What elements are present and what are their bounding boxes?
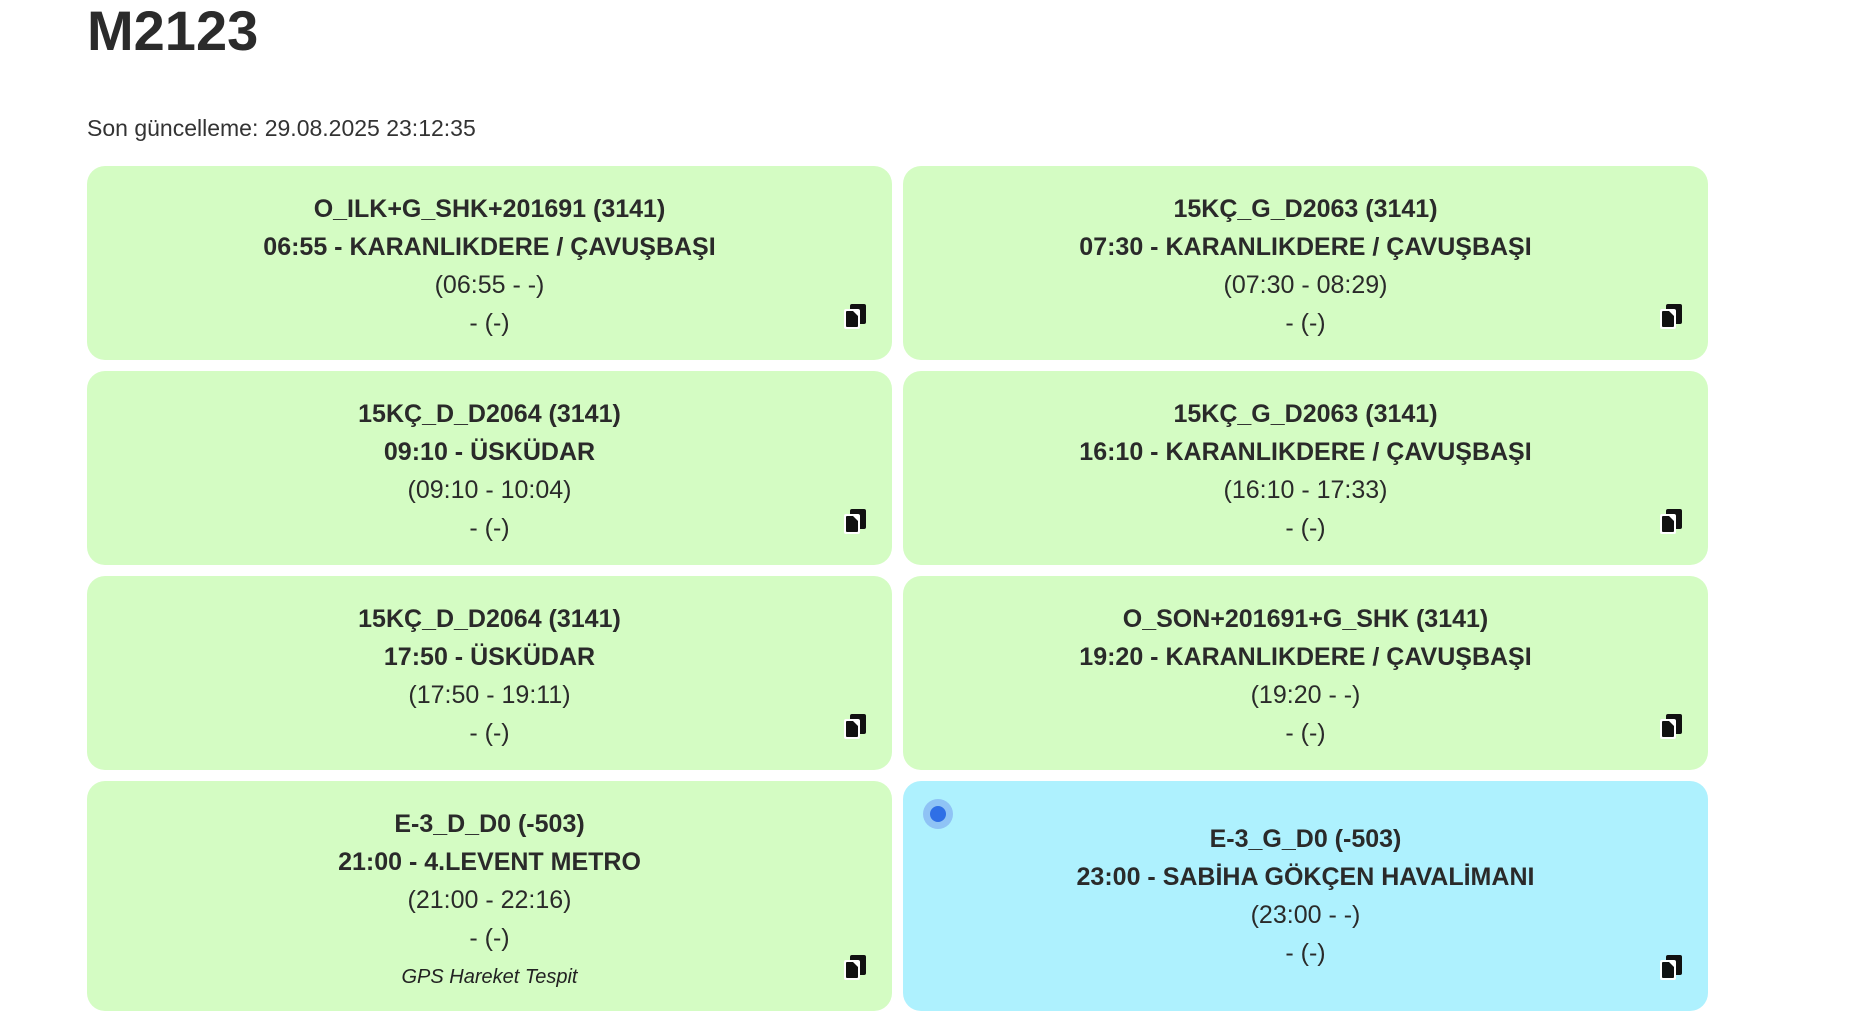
- trip-departure: 21:00 - 4.LEVENT METRO: [338, 848, 641, 876]
- trip-extra-info: - (-): [1285, 719, 1326, 747]
- copy-button[interactable]: [1658, 953, 1684, 981]
- copy-button[interactable]: [1658, 302, 1684, 330]
- trip-card[interactable]: O_SON+201691+G_SHK (3141) 19:20 - KARANL…: [903, 576, 1708, 770]
- trip-note: GPS Hareket Tespit: [401, 966, 578, 988]
- page-title: M2123: [87, 0, 259, 62]
- trip-departure: 06:55 - KARANLIKDERE / ÇAVUŞBAŞI: [263, 233, 716, 261]
- trip-time-range: (21:00 - 22:16): [407, 886, 572, 914]
- copy-button[interactable]: [842, 712, 868, 740]
- trip-route-code: O_ILK+G_SHK+201691 (3141): [313, 195, 666, 223]
- trip-route-code: O_SON+201691+G_SHK (3141): [1122, 605, 1489, 633]
- trip-time-range: (16:10 - 17:33): [1223, 476, 1388, 504]
- trip-card-active[interactable]: E-3_G_D0 (-503) 23:00 - SABİHA GÖKÇEN HA…: [903, 781, 1708, 1011]
- trip-departure: 16:10 - KARANLIKDERE / ÇAVUŞBAŞI: [1079, 438, 1532, 466]
- trip-card[interactable]: 15KÇ_D_D2064 (3141) 17:50 - ÜSKÜDAR (17:…: [87, 576, 892, 770]
- trip-time-range: (23:00 - -): [1250, 901, 1361, 929]
- trip-route-code: 15KÇ_G_D2063 (3141): [1173, 400, 1438, 428]
- trip-extra-info: - (-): [469, 924, 510, 952]
- trip-departure: 23:00 - SABİHA GÖKÇEN HAVALİMANI: [1076, 863, 1535, 891]
- trip-card[interactable]: 15KÇ_G_D2063 (3141) 07:30 - KARANLIKDERE…: [903, 166, 1708, 360]
- status-dot-icon: [923, 799, 953, 829]
- trip-departure: 17:50 - ÜSKÜDAR: [383, 643, 596, 671]
- trip-card[interactable]: 15KÇ_D_D2064 (3141) 09:10 - ÜSKÜDAR (09:…: [87, 371, 892, 565]
- copy-icon: [1660, 304, 1682, 329]
- copy-icon: [1660, 714, 1682, 739]
- copy-button[interactable]: [842, 507, 868, 535]
- trip-extra-info: - (-): [1285, 309, 1326, 337]
- copy-icon: [1660, 509, 1682, 534]
- copy-button[interactable]: [1658, 507, 1684, 535]
- trip-card-grid: O_ILK+G_SHK+201691 (3141) 06:55 - KARANL…: [87, 166, 1708, 1011]
- trip-card[interactable]: E-3_D_D0 (-503) 21:00 - 4.LEVENT METRO (…: [87, 781, 892, 1011]
- trip-departure: 19:20 - KARANLIKDERE / ÇAVUŞBAŞI: [1079, 643, 1532, 671]
- status-dot-inner: [930, 806, 946, 822]
- trip-time-range: (07:30 - 08:29): [1223, 271, 1388, 299]
- trip-time-range: (19:20 - -): [1250, 681, 1361, 709]
- trip-extra-info: - (-): [1285, 514, 1326, 542]
- trip-departure: 09:10 - ÜSKÜDAR: [383, 438, 596, 466]
- trip-extra-info: - (-): [469, 719, 510, 747]
- trip-route-code: E-3_D_D0 (-503): [394, 810, 585, 838]
- last-updated-text: Son güncelleme: 29.08.2025 23:12:35: [87, 115, 476, 141]
- copy-icon: [844, 714, 866, 739]
- trip-card[interactable]: O_ILK+G_SHK+201691 (3141) 06:55 - KARANL…: [87, 166, 892, 360]
- copy-icon: [844, 955, 866, 980]
- copy-icon: [844, 509, 866, 534]
- trip-route-code: E-3_G_D0 (-503): [1209, 825, 1402, 853]
- trip-card[interactable]: 15KÇ_G_D2063 (3141) 16:10 - KARANLIKDERE…: [903, 371, 1708, 565]
- copy-button[interactable]: [842, 302, 868, 330]
- copy-icon: [844, 304, 866, 329]
- trip-route-code: 15KÇ_D_D2064 (3141): [358, 400, 621, 428]
- trip-time-range: (17:50 - 19:11): [408, 681, 571, 709]
- trip-time-range: (09:10 - 10:04): [407, 476, 572, 504]
- trip-extra-info: - (-): [469, 514, 510, 542]
- trip-route-code: 15KÇ_G_D2063 (3141): [1173, 195, 1438, 223]
- copy-button[interactable]: [1658, 712, 1684, 740]
- trip-time-range: (06:55 - -): [434, 271, 545, 299]
- copy-icon: [1660, 955, 1682, 980]
- trip-route-code: 15KÇ_D_D2064 (3141): [358, 605, 621, 633]
- trip-extra-info: - (-): [469, 309, 510, 337]
- trip-departure: 07:30 - KARANLIKDERE / ÇAVUŞBAŞI: [1079, 233, 1532, 261]
- trip-extra-info: - (-): [1285, 939, 1326, 967]
- copy-button[interactable]: [842, 953, 868, 981]
